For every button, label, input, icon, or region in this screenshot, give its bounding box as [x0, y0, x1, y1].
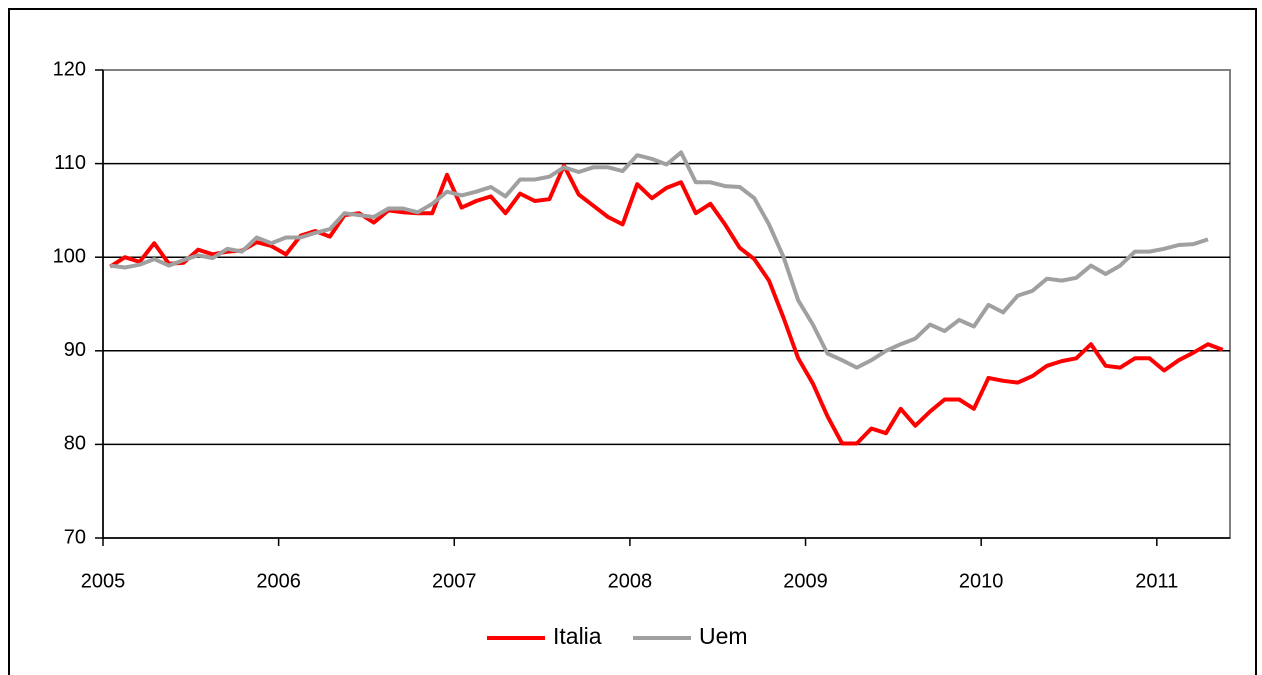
x-tick-label: 2008 [608, 570, 653, 592]
x-tick-label: 2011 [1135, 570, 1178, 592]
y-tick-label: 100 [53, 245, 86, 267]
series-line [110, 150, 1209, 370]
y-tick-label: 90 [64, 339, 86, 361]
x-tick-label: 2009 [783, 570, 828, 592]
y-tick-label: 120 [53, 58, 86, 80]
x-tick-label: 2010 [959, 570, 1004, 592]
x-tick-label: 2007 [432, 570, 477, 592]
y-tick-label: 80 [64, 433, 86, 455]
y-tick-label: 70 [64, 526, 86, 548]
x-tick-label: 2005 [81, 570, 126, 592]
series-line [109, 163, 1224, 446]
chart-frame [8, 8, 1257, 675]
x-tick-label: 2006 [256, 570, 301, 592]
y-tick-label: 110 [54, 152, 86, 174]
legend-label: Uem [699, 623, 748, 649]
legend-label: Italia [553, 623, 602, 649]
